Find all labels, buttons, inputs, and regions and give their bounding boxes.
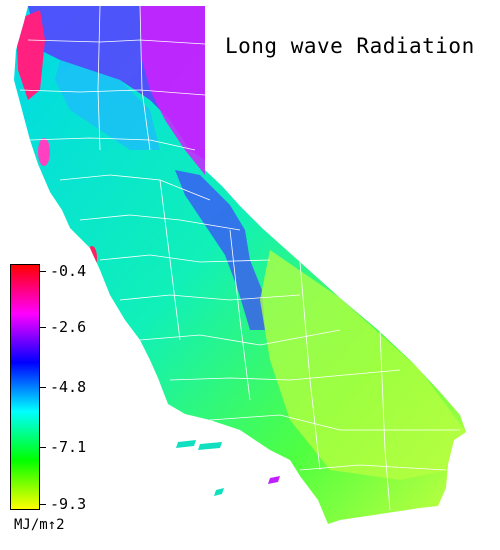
northern-cyan-zone [55,60,160,150]
legend-tick [40,387,46,388]
legend-tick-label: -7.1 [50,438,87,456]
legend-tick-label: -0.4 [50,262,87,280]
legend-tick [40,447,46,448]
northwest-coast-high-zone [16,10,45,100]
legend-units-label: MJ/m↑2 [14,517,65,533]
legend-tick [40,271,46,272]
channel-islands [176,440,280,496]
sierra-blue-band [175,170,265,330]
legend-tick [40,504,46,505]
legend-tick-label: -9.3 [50,495,87,513]
county-borders [19,6,460,511]
coast-spot-2 [87,246,97,270]
coast-spot-1 [38,138,50,166]
map-title: Long wave Radiation [225,34,475,58]
northeast-high-zone [140,6,205,175]
legend-tick-label: -4.8 [50,378,87,396]
legend-tick-label: -2.6 [50,318,87,336]
legend-colorbar [10,264,40,510]
legend-tick [40,327,46,328]
